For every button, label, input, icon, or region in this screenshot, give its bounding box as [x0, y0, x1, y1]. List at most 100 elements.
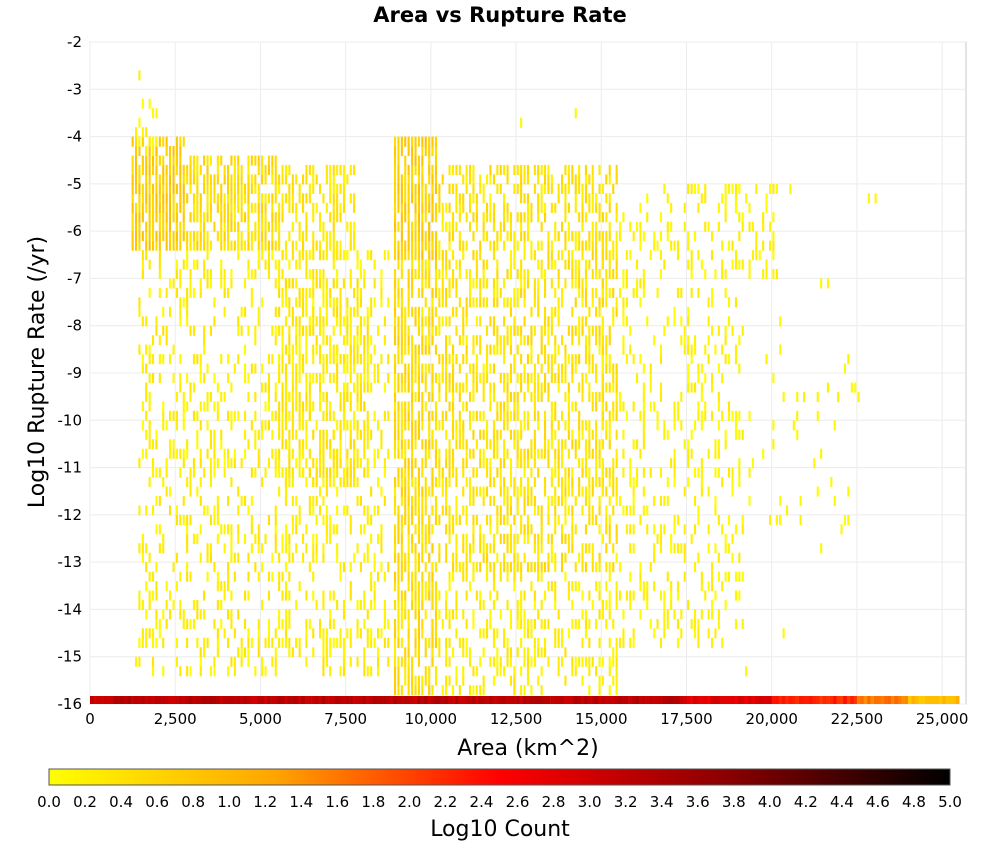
heatmap-cell	[165, 240, 168, 251]
heatmap-cell	[601, 240, 604, 251]
heatmap-cell	[482, 363, 485, 374]
heatmap-cell	[622, 344, 625, 355]
heatmap-cell	[278, 212, 281, 223]
heatmap-cell	[182, 164, 185, 175]
heatmap-cell	[428, 391, 431, 402]
heatmap-cell	[278, 240, 281, 251]
heatmap-bottom-cell	[713, 696, 718, 704]
heatmap-cell	[189, 183, 192, 194]
heatmap-cell	[598, 505, 601, 516]
heatmap-cell	[213, 458, 216, 469]
heatmap-cell	[441, 174, 444, 185]
heatmap-cell	[448, 581, 451, 592]
heatmap-cell	[407, 373, 410, 384]
heatmap-cell	[148, 193, 151, 204]
heatmap-cell	[254, 183, 257, 194]
heatmap-cell	[220, 155, 223, 166]
heatmap-cell	[608, 666, 611, 677]
heatmap-cell	[428, 269, 431, 280]
heatmap-cell	[329, 618, 332, 629]
heatmap-cell	[302, 174, 305, 185]
heatmap-cell	[544, 637, 547, 648]
heatmap-bottom-cell	[110, 696, 115, 704]
heatmap-cell	[649, 373, 652, 384]
colorbar-tick-label: 2.6	[506, 793, 530, 811]
heatmap-cell	[339, 354, 342, 365]
heatmap-cell	[179, 382, 182, 393]
heatmap-cell	[438, 382, 441, 393]
heatmap-cell	[714, 590, 717, 601]
heatmap-cell	[448, 335, 451, 346]
heatmap-cell	[516, 505, 519, 516]
heatmap-cell	[298, 448, 301, 459]
heatmap-cell	[728, 543, 731, 554]
heatmap-cell	[598, 581, 601, 592]
heatmap-cell	[417, 325, 420, 336]
heatmap-cell	[649, 382, 652, 393]
heatmap-cell	[612, 467, 615, 478]
heatmap-cell	[762, 448, 765, 459]
heatmap-cell	[434, 278, 437, 289]
heatmap-cell	[158, 269, 161, 280]
heatmap-cell	[247, 221, 250, 232]
heatmap-cell	[462, 382, 465, 393]
heatmap-cell	[465, 439, 468, 450]
heatmap-cell	[267, 420, 270, 431]
heatmap-cell	[503, 448, 506, 459]
heatmap-cell	[523, 174, 526, 185]
heatmap-cell	[605, 193, 608, 204]
heatmap-cell	[407, 231, 410, 242]
heatmap-cell	[499, 514, 502, 525]
heatmap-cell	[666, 495, 669, 506]
heatmap-cell	[302, 325, 305, 336]
heatmap-cell	[612, 618, 615, 629]
heatmap-cell	[554, 448, 557, 459]
heatmap-cell	[421, 410, 424, 421]
heatmap-cell	[554, 637, 557, 648]
heatmap-cell	[434, 477, 437, 488]
heatmap-cell	[533, 505, 536, 516]
heatmap-cell	[656, 533, 659, 544]
heatmap-cell	[564, 344, 567, 355]
heatmap-cell	[141, 269, 144, 280]
heatmap-cell	[711, 250, 714, 261]
heatmap-cell	[584, 212, 587, 223]
heatmap-cell	[322, 221, 325, 232]
heatmap-cell	[499, 666, 502, 677]
heatmap-cell	[486, 628, 489, 639]
heatmap-cell	[366, 628, 369, 639]
heatmap-cell	[434, 666, 437, 677]
heatmap-cell	[288, 193, 291, 204]
heatmap-cell	[472, 382, 475, 393]
heatmap-cell	[411, 174, 414, 185]
heatmap-cell	[503, 335, 506, 346]
heatmap-cell	[581, 562, 584, 573]
heatmap-cell	[189, 486, 192, 497]
heatmap-cell	[138, 231, 141, 242]
heatmap-bottom-cell	[304, 696, 309, 704]
heatmap-cell	[516, 287, 519, 298]
heatmap-cell	[267, 458, 270, 469]
heatmap-cell	[721, 410, 724, 421]
heatmap-cell	[724, 543, 727, 554]
heatmap-cell	[264, 666, 267, 677]
heatmap-cell	[584, 164, 587, 175]
heatmap-cell	[404, 183, 407, 194]
heatmap-bottom-cell	[829, 696, 834, 704]
heatmap-cell	[400, 202, 403, 213]
heatmap-cell	[315, 344, 318, 355]
heatmap-cell	[431, 391, 434, 402]
heatmap-cell	[591, 514, 594, 525]
heatmap-cell	[581, 543, 584, 554]
heatmap-cell	[308, 287, 311, 298]
heatmap-cell	[625, 410, 628, 421]
heatmap-cell	[353, 306, 356, 317]
heatmap-cell	[203, 183, 206, 194]
heatmap-cell	[431, 581, 434, 592]
heatmap-cell	[223, 164, 226, 175]
heatmap-cell	[407, 505, 410, 516]
heatmap-cell	[319, 212, 322, 223]
heatmap-cell	[557, 467, 560, 478]
heatmap-cell	[513, 325, 516, 336]
heatmap-cell	[520, 477, 523, 488]
